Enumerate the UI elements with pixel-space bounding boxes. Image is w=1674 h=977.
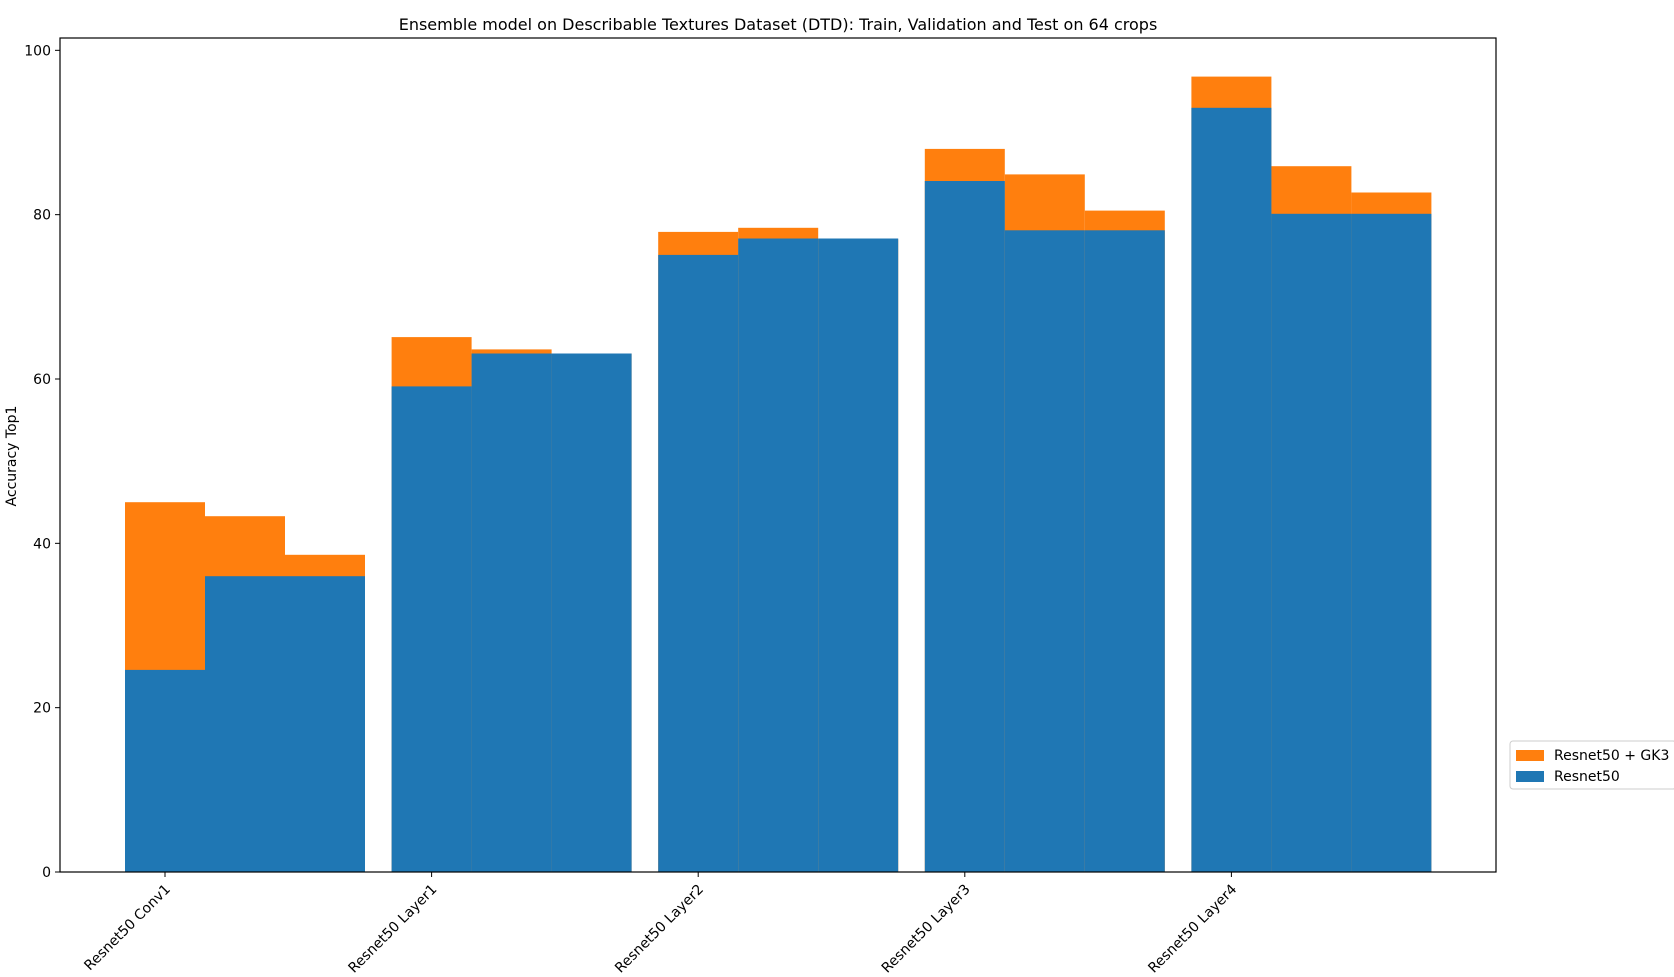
legend: Resnet50 + GK3 Resnet50	[1509, 740, 1674, 790]
bar-resnet50-2-2	[818, 238, 899, 872]
bar-resnet50-0-0	[125, 669, 205, 872]
y-ticks-group: 0 20 40 60 80 100	[24, 43, 60, 881]
bar-resnet50-0-1	[205, 576, 285, 872]
legend-box	[1509, 740, 1674, 790]
bar-resnet50-3-1	[1004, 230, 1085, 873]
bar-resnet50-2-0	[658, 254, 739, 872]
legend-swatch	[1516, 750, 1544, 761]
y-tick-label: 20	[33, 701, 51, 717]
y-tick-label: 40	[33, 536, 51, 552]
bar-resnet50-1-0	[391, 386, 472, 872]
legend-label: Resnet50	[1554, 769, 1620, 785]
legend-swatch	[1516, 771, 1544, 782]
bar-resnet50-1-1	[471, 353, 552, 872]
bar-resnet50-1-2	[551, 353, 632, 872]
bar-resnet50-0-2	[285, 576, 365, 872]
bar-resnet50-2-1	[738, 238, 819, 872]
y-axis-label: Accuracy Top1	[4, 406, 20, 507]
y-tick-label: 80	[33, 208, 51, 224]
bars-group	[125, 76, 1432, 873]
chart-title: Ensemble model on Describable Textures D…	[399, 15, 1158, 34]
bar-resnet50-4-2	[1351, 213, 1432, 873]
y-tick-label: 100	[24, 43, 51, 59]
y-tick-label: 60	[33, 372, 51, 388]
bar-resnet50-4-0	[1191, 107, 1272, 873]
bar-resnet50-3-0	[924, 181, 1005, 872]
bar-resnet50-3-2	[1084, 230, 1165, 873]
y-tick-label: 0	[42, 865, 51, 881]
legend-label: Resnet50 + GK3	[1554, 748, 1669, 764]
bar-resnet50-4-1	[1271, 213, 1352, 873]
plot-frame	[59, 37, 1497, 873]
